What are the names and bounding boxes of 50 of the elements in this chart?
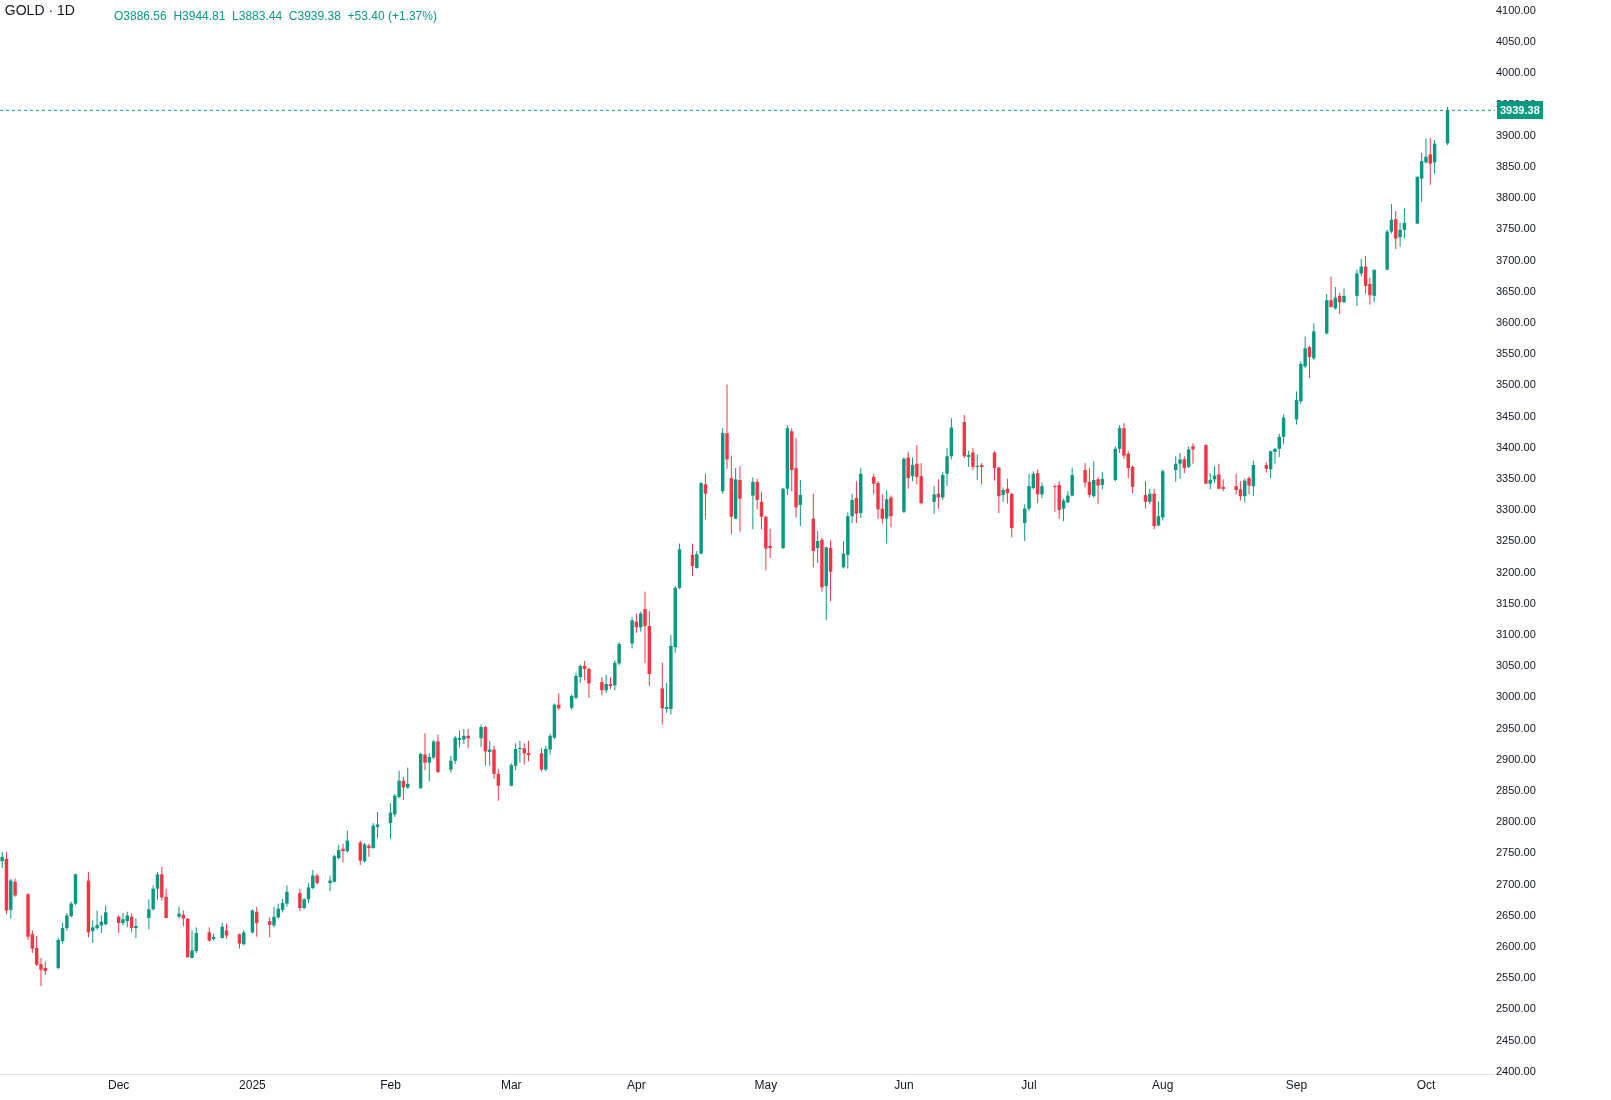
y-tick-label: 3200.00 [1496, 565, 1536, 578]
y-tick-label: 4000.00 [1496, 66, 1536, 79]
x-tick-label: Dec [107, 1078, 130, 1093]
y-tick-label: 2950.00 [1496, 721, 1536, 734]
y-tick-label: 2650.00 [1496, 908, 1536, 921]
y-tick-label: 3450.00 [1496, 409, 1536, 422]
y-tick-label: 4050.00 [1496, 35, 1536, 48]
y-tick-label: 3850.00 [1496, 159, 1536, 172]
y-tick-label: 3100.00 [1496, 627, 1536, 640]
y-tick-label: 3250.00 [1496, 534, 1536, 547]
y-tick-label: 3000.00 [1496, 690, 1536, 703]
y-tick-label: 2900.00 [1496, 752, 1536, 765]
y-tick-label: 3800.00 [1496, 191, 1536, 204]
y-tick-label: 2550.00 [1496, 971, 1536, 984]
y-tick-label: 2400.00 [1496, 1064, 1536, 1077]
candlestick [302, 897, 306, 910]
y-tick-label: 4100.00 [1496, 3, 1536, 16]
y-tick-label: 3500.00 [1496, 378, 1536, 391]
x-tick-label: Jul [1021, 1078, 1037, 1093]
y-tick-label: 3400.00 [1496, 440, 1536, 453]
y-tick-label: 2700.00 [1496, 877, 1536, 890]
y-tick-label: 3750.00 [1496, 222, 1536, 235]
chart-title: GOLD · 1D [4, 2, 75, 19]
y-tick-label: 3900.00 [1496, 128, 1536, 141]
y-tick-label: 3350.00 [1496, 471, 1536, 484]
y-tick-label: 2600.00 [1496, 939, 1536, 952]
x-tick-label: Jun [894, 1078, 914, 1093]
y-tick-label: 2850.00 [1496, 783, 1536, 796]
x-tick-label: Oct [1416, 1078, 1436, 1093]
x-tick-label: Aug [1152, 1078, 1174, 1093]
x-tick-label: Sep [1285, 1078, 1308, 1093]
x-tick-label: Mar [500, 1078, 522, 1093]
y-tick-label: 3600.00 [1496, 315, 1536, 328]
y-tick-label: 2450.00 [1496, 1033, 1536, 1046]
text: O3886.56 H3944.81 L3883.44 C3939.38 +53.40 (+1.37%) [114, 9, 437, 23]
x-tick-label: 2025 [239, 1078, 267, 1093]
candlestick [462, 728, 466, 745]
x-tick-label: Apr [627, 1078, 646, 1093]
y-tick-label: 3050.00 [1496, 659, 1536, 672]
x-tick-label: May [754, 1078, 778, 1093]
y-tick-label: 2750.00 [1496, 846, 1536, 859]
x-tick-label: Feb [380, 1078, 402, 1093]
y-tick-label: 3650.00 [1496, 284, 1536, 297]
ref-line-label: 3939.38 [1500, 104, 1540, 116]
y-tick-label: 2500.00 [1496, 1002, 1536, 1015]
y-tick-label: 3700.00 [1496, 253, 1536, 266]
y-tick-label: 3150.00 [1496, 596, 1536, 609]
y-tick-label: 2800.00 [1496, 815, 1536, 828]
y-tick-label: 3550.00 [1496, 347, 1536, 360]
y-tick-label: 3300.00 [1496, 503, 1536, 516]
